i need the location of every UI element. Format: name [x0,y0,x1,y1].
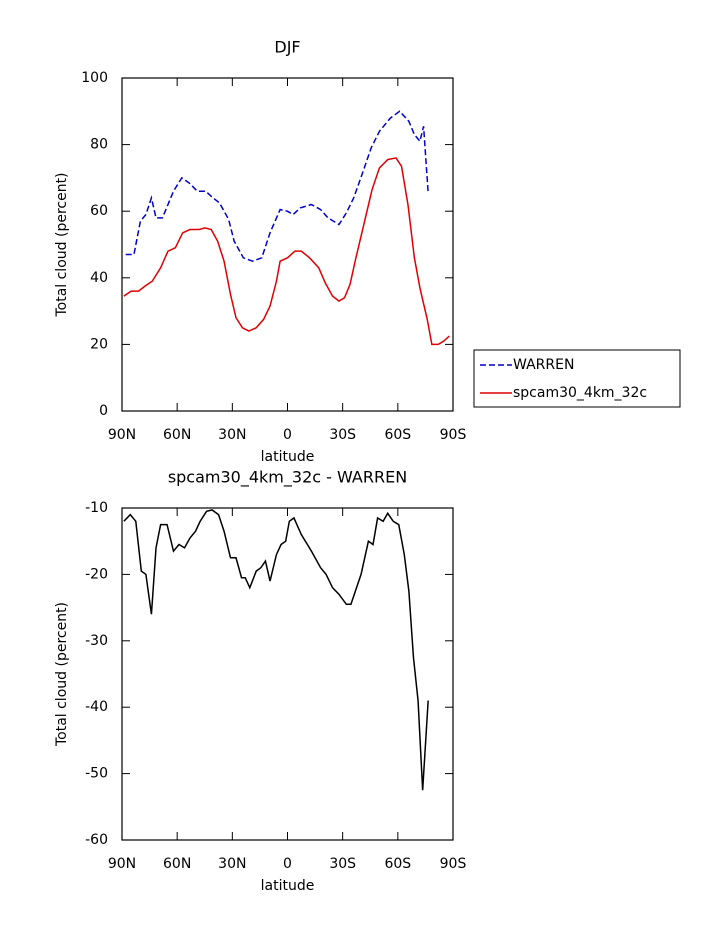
x-tick-label: 30S [329,427,356,443]
legend-box [473,349,681,408]
y-tick-label: 100 [81,70,108,86]
y-tick-label: -50 [85,766,108,782]
x-tick-label: 0 [283,427,292,443]
x-tick-label: 30S [329,856,356,872]
legend-label: WARREN [513,357,574,373]
chart-title: spcam30_4km_32c - WARREN [168,468,407,488]
x-tick-label: 0 [283,856,292,872]
chart-title: DJF [274,38,300,57]
y-tick-label: -30 [85,633,108,649]
x-tick-label: 90S [440,427,467,443]
legend-label: spcam30_4km_32c [513,385,647,401]
x-tick-label: 60N [163,427,191,443]
y-tick-label: -20 [85,566,108,582]
plot-frame [121,507,454,841]
y-tick-label: 20 [90,336,108,352]
plot-frame [121,77,454,412]
x-tick-label: 90N [108,856,136,872]
y-tick-label: 60 [90,203,108,219]
x-tick-label: 60N [163,856,191,872]
x-tick-label: 90S [440,856,467,872]
x-tick-label: 30N [218,427,246,443]
y-axis-label: Total cloud (percent) [54,172,70,317]
x-axis-label: latitude [261,449,315,465]
y-tick-label: -40 [85,699,108,715]
x-tick-label: 90N [108,427,136,443]
y-axis-label: Total cloud (percent) [54,602,70,747]
y-tick-label: -60 [85,832,108,848]
data-line [123,509,429,791]
x-axis-label: latitude [261,878,315,894]
data-line [123,157,450,346]
x-tick-label: 60S [384,856,411,872]
y-tick-label: 40 [90,270,108,286]
y-tick-label: -10 [85,500,108,516]
x-tick-label: 60S [384,427,411,443]
y-tick-label: 0 [99,403,108,419]
data-line [125,110,429,262]
x-tick-label: 30N [218,856,246,872]
y-tick-label: 80 [90,137,108,153]
